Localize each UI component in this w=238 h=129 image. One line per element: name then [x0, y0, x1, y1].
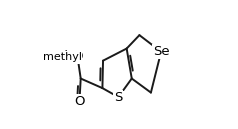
Text: Se: Se — [153, 45, 169, 58]
Text: O: O — [74, 95, 85, 108]
Text: methyl: methyl — [41, 50, 83, 63]
Text: methyl: methyl — [43, 52, 82, 62]
Text: O: O — [72, 50, 83, 63]
Text: Se: Se — [153, 45, 169, 58]
Text: S: S — [114, 91, 123, 104]
Text: O: O — [72, 50, 83, 63]
Text: O: O — [74, 95, 85, 108]
Text: S: S — [114, 92, 123, 105]
